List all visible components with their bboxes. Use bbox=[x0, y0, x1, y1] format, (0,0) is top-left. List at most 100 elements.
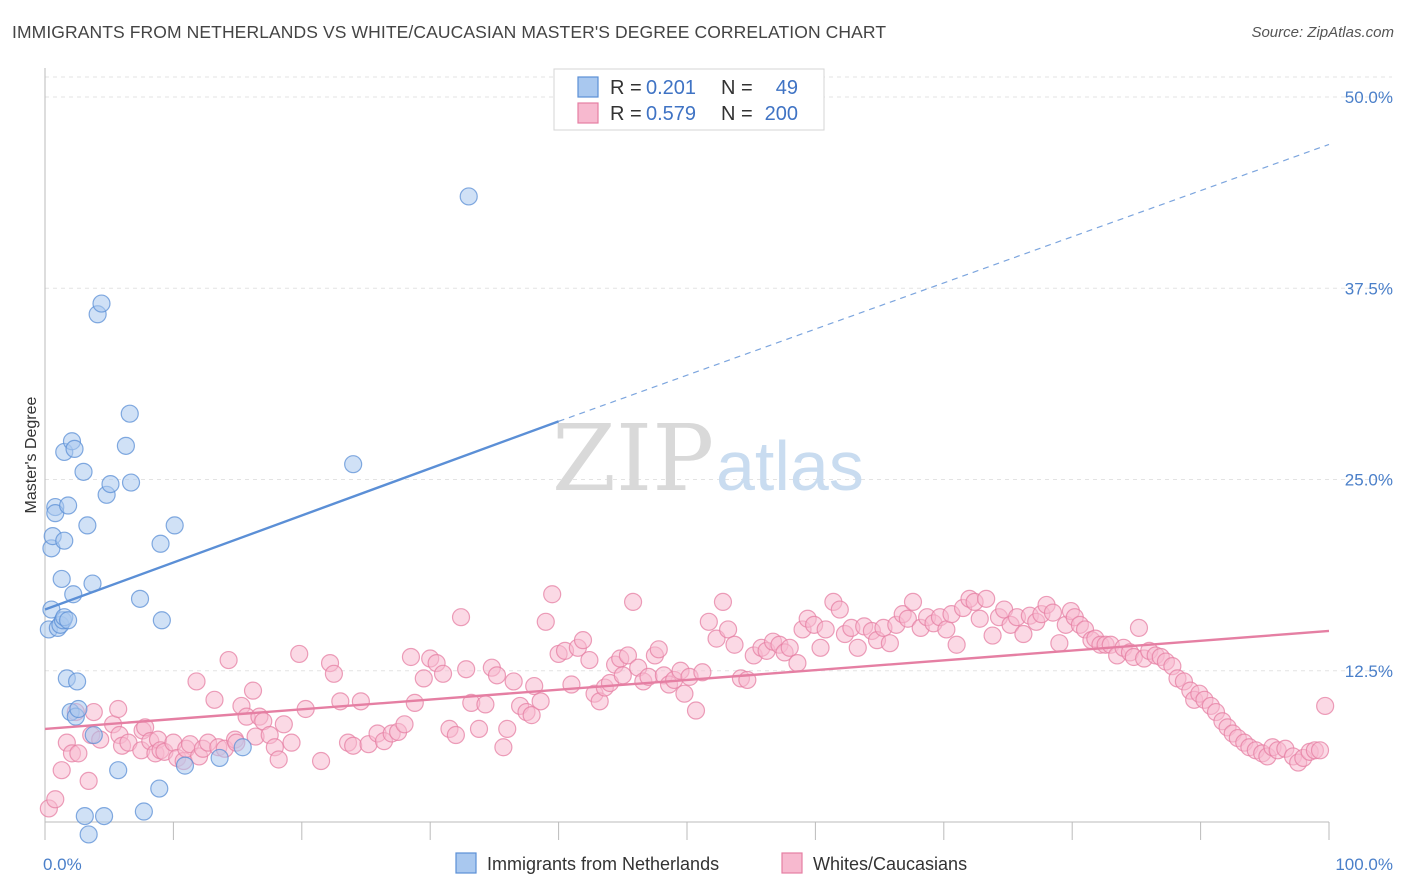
y-tick-label: 37.5% bbox=[1345, 279, 1393, 298]
y-tick-label: 50.0% bbox=[1345, 88, 1393, 107]
data-point bbox=[67, 672, 87, 691]
data-point bbox=[79, 825, 98, 844]
data-point bbox=[78, 516, 97, 535]
legend-r-value: 0.579 bbox=[646, 103, 696, 125]
source-label: Source: ZipAtlas.com bbox=[1251, 24, 1394, 41]
watermark-zip: ZIP bbox=[552, 405, 714, 512]
data-point bbox=[451, 608, 471, 627]
bottom-legend-label-whites: Whites/Caucasians bbox=[813, 854, 967, 874]
data-point bbox=[1310, 741, 1330, 760]
data-point bbox=[414, 669, 433, 688]
bottom-legend-swatch-whites bbox=[781, 852, 803, 874]
data-point bbox=[675, 684, 694, 703]
legend-n-value: 200 bbox=[765, 103, 798, 125]
data-point bbox=[1014, 624, 1033, 644]
data-point bbox=[401, 647, 421, 667]
y-tick-label: 12.5% bbox=[1345, 662, 1393, 681]
data-point bbox=[210, 748, 229, 768]
data-point bbox=[1316, 696, 1335, 716]
data-point bbox=[816, 620, 835, 639]
data-point bbox=[324, 664, 343, 683]
data-point bbox=[282, 733, 301, 752]
watermark-atlas: atlas bbox=[716, 427, 864, 505]
data-point bbox=[405, 693, 424, 712]
grid-lines bbox=[45, 76, 1392, 672]
data-point bbox=[536, 612, 555, 631]
data-point bbox=[459, 187, 478, 206]
data-point bbox=[531, 692, 550, 711]
data-point bbox=[92, 294, 111, 313]
data-point bbox=[151, 534, 170, 553]
data-point bbox=[74, 462, 93, 481]
data-point bbox=[59, 496, 78, 515]
trend-line bbox=[44, 420, 560, 611]
data-point bbox=[52, 569, 71, 589]
data-point bbox=[69, 744, 88, 763]
data-point bbox=[274, 715, 293, 734]
data-point bbox=[109, 761, 128, 780]
data-point bbox=[504, 672, 523, 691]
data-point bbox=[446, 725, 465, 745]
data-point bbox=[290, 644, 309, 664]
data-point bbox=[395, 715, 414, 734]
data-point bbox=[152, 611, 171, 630]
data-point bbox=[150, 779, 169, 798]
series-netherlands-points bbox=[39, 187, 478, 844]
bottom-legend-swatch-netherlands bbox=[455, 852, 477, 874]
data-point bbox=[120, 404, 139, 423]
data-point bbox=[344, 455, 363, 474]
data-point bbox=[713, 592, 733, 612]
data-point bbox=[205, 690, 224, 709]
data-point bbox=[165, 516, 184, 535]
data-point bbox=[94, 806, 114, 826]
x-tick-labels: 0.0% 100.0% bbox=[43, 855, 1393, 874]
data-point bbox=[75, 806, 94, 826]
data-point bbox=[351, 692, 370, 711]
data-point bbox=[175, 756, 195, 775]
data-point bbox=[686, 701, 706, 720]
data-point bbox=[788, 653, 807, 673]
data-point bbox=[469, 719, 489, 738]
data-point bbox=[109, 699, 128, 719]
data-point bbox=[848, 638, 867, 657]
trend-line bbox=[44, 629, 1330, 731]
data-point bbox=[623, 592, 643, 612]
data-point bbox=[725, 635, 744, 654]
data-point bbox=[983, 626, 1002, 645]
trend-lines bbox=[44, 143, 1330, 731]
data-point bbox=[243, 681, 263, 700]
data-point bbox=[134, 802, 153, 821]
trend-line-extension bbox=[558, 143, 1330, 422]
data-point bbox=[573, 631, 593, 650]
series-whites-points bbox=[39, 585, 1335, 818]
legend-n-label: N = bbox=[721, 103, 753, 125]
legend-r-label: R = bbox=[610, 103, 642, 125]
legend-box bbox=[553, 68, 825, 131]
data-point bbox=[1043, 603, 1063, 622]
data-point bbox=[130, 589, 150, 608]
data-point bbox=[718, 620, 738, 639]
data-point bbox=[699, 612, 718, 631]
legend-n-label: N = bbox=[721, 77, 753, 99]
data-point bbox=[233, 738, 252, 757]
data-point bbox=[269, 750, 288, 769]
data-point bbox=[693, 663, 712, 682]
data-point bbox=[69, 699, 88, 719]
bottom-legend-label-netherlands: Immigrants from Netherlands bbox=[487, 854, 719, 874]
data-point bbox=[457, 660, 476, 679]
data-point bbox=[1050, 634, 1069, 653]
x-tick-label: 100.0% bbox=[1335, 855, 1393, 874]
y-axis-label: Master's Degree bbox=[23, 396, 40, 513]
data-point bbox=[543, 585, 562, 604]
y-tick-label: 25.0% bbox=[1345, 471, 1393, 490]
data-point bbox=[898, 609, 917, 628]
data-point bbox=[311, 751, 331, 771]
data-point bbox=[433, 664, 453, 683]
watermark: ZIP atlas bbox=[552, 405, 864, 512]
x-tick-label: 0.0% bbox=[43, 855, 82, 874]
data-point bbox=[487, 666, 507, 685]
data-point bbox=[187, 672, 206, 691]
data-point bbox=[344, 736, 363, 755]
data-point bbox=[219, 650, 238, 670]
